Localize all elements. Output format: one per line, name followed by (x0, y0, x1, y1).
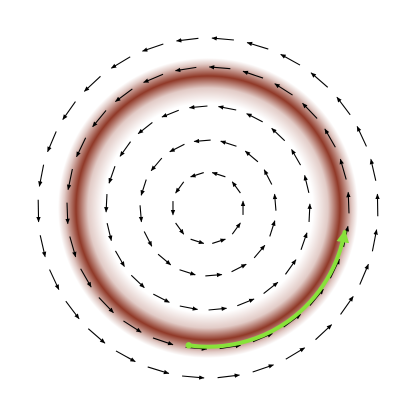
vector-arrow (190, 172, 204, 178)
vector-arrow (150, 157, 163, 172)
vector-arrow (269, 220, 276, 237)
vector-arrow (356, 125, 367, 147)
vector-arrow (211, 171, 226, 178)
vector-arrow (244, 150, 259, 163)
vector-arrow (315, 324, 333, 341)
path-start-dot (185, 342, 192, 349)
vector-arrow (302, 102, 318, 119)
vector-arrow (175, 181, 185, 194)
vector-arrow (38, 164, 45, 187)
vector-arrow (339, 158, 347, 180)
vector-arrow (106, 222, 113, 242)
vector-arrow (87, 328, 106, 344)
vector-arrow (307, 203, 312, 222)
vector-arrow (98, 297, 114, 314)
vector-arrow (83, 75, 101, 92)
vector-arrow (346, 191, 351, 214)
vector-arrow (174, 66, 197, 73)
vector-arrow (123, 320, 142, 333)
vector-arrow (114, 250, 125, 267)
vector-arrow (138, 205, 144, 223)
vector-arrow (179, 305, 199, 311)
vector-arrow (283, 314, 302, 328)
vector-arrow (175, 222, 185, 235)
vector-arrow (263, 169, 273, 185)
vector-arrow (47, 131, 57, 153)
vector-arrow (253, 244, 266, 259)
vector-arrow (285, 347, 306, 360)
vector-arrow (340, 295, 354, 315)
vector-arrow (371, 229, 378, 252)
vector-arrow (263, 281, 279, 294)
vector-arrow (231, 222, 241, 235)
vector-arrow (80, 268, 92, 288)
vector-arrow (280, 53, 301, 66)
vector-arrow (324, 128, 336, 148)
vector-arrow (217, 373, 241, 379)
vector-arrow (108, 165, 116, 184)
vector-arrow (310, 72, 329, 88)
vector-arrow (152, 337, 174, 346)
vector-arrow (119, 141, 131, 157)
vector-arrow (205, 272, 223, 278)
vector-arrow (291, 149, 302, 166)
vector-arrow (246, 41, 269, 50)
vector-arrow (143, 73, 164, 83)
vector-arrow (65, 300, 80, 320)
vector-arrow (193, 138, 211, 144)
vector-arrow (179, 269, 196, 276)
vector-arrow (252, 364, 275, 373)
vector-arrow (141, 43, 164, 52)
vector-arrow (208, 65, 231, 70)
vector-arrow (242, 70, 264, 79)
vector-arrow (212, 238, 226, 244)
highlight-ring (58, 58, 358, 358)
vector-arrow (217, 105, 237, 111)
vector-arrow (271, 127, 286, 142)
vector-arrow (208, 306, 228, 311)
vector-arrow (104, 194, 109, 213)
vector-arrow (76, 137, 87, 158)
path-arrow (186, 229, 350, 349)
vector-arrow (65, 202, 70, 225)
vector-arrow (157, 253, 172, 266)
vector-arrow (147, 366, 170, 375)
vector-arrow (39, 235, 47, 258)
vector-arrow (169, 143, 185, 153)
vector-arrow (69, 236, 77, 258)
vector-arrow (188, 105, 208, 110)
vector-arrow (143, 231, 153, 247)
vector-arrow (300, 232, 308, 251)
vector-arrow (246, 113, 263, 123)
vector-arrow (62, 101, 76, 121)
vector-arrow (114, 88, 133, 102)
vector-arrow (153, 293, 170, 303)
vector-arrow (220, 140, 237, 147)
vector-arrow (49, 269, 60, 291)
vector-arrow (110, 56, 131, 69)
vector-arrow (336, 96, 351, 116)
vector-arrow (175, 37, 199, 43)
vector-arrow (115, 350, 136, 363)
vector-arrow (285, 259, 297, 275)
vector-arrow (190, 238, 205, 245)
vector-arrow (231, 181, 241, 194)
vector-arrow (369, 158, 377, 181)
vector-arrow (274, 83, 293, 96)
vector-arrow (272, 193, 278, 211)
vector-arrow (92, 110, 107, 128)
vector-arrow (130, 274, 145, 289)
vector-arrow (359, 263, 369, 285)
vector-arrow (66, 168, 73, 191)
vector-arrow (182, 375, 205, 380)
vector-arrow (140, 179, 147, 196)
vector-arrow (303, 174, 310, 194)
vector-arrow (231, 263, 247, 273)
vector-arrow (161, 109, 179, 118)
vector-arrow (137, 122, 153, 135)
vector-arrow (211, 36, 234, 41)
vector-arrow (237, 298, 255, 307)
